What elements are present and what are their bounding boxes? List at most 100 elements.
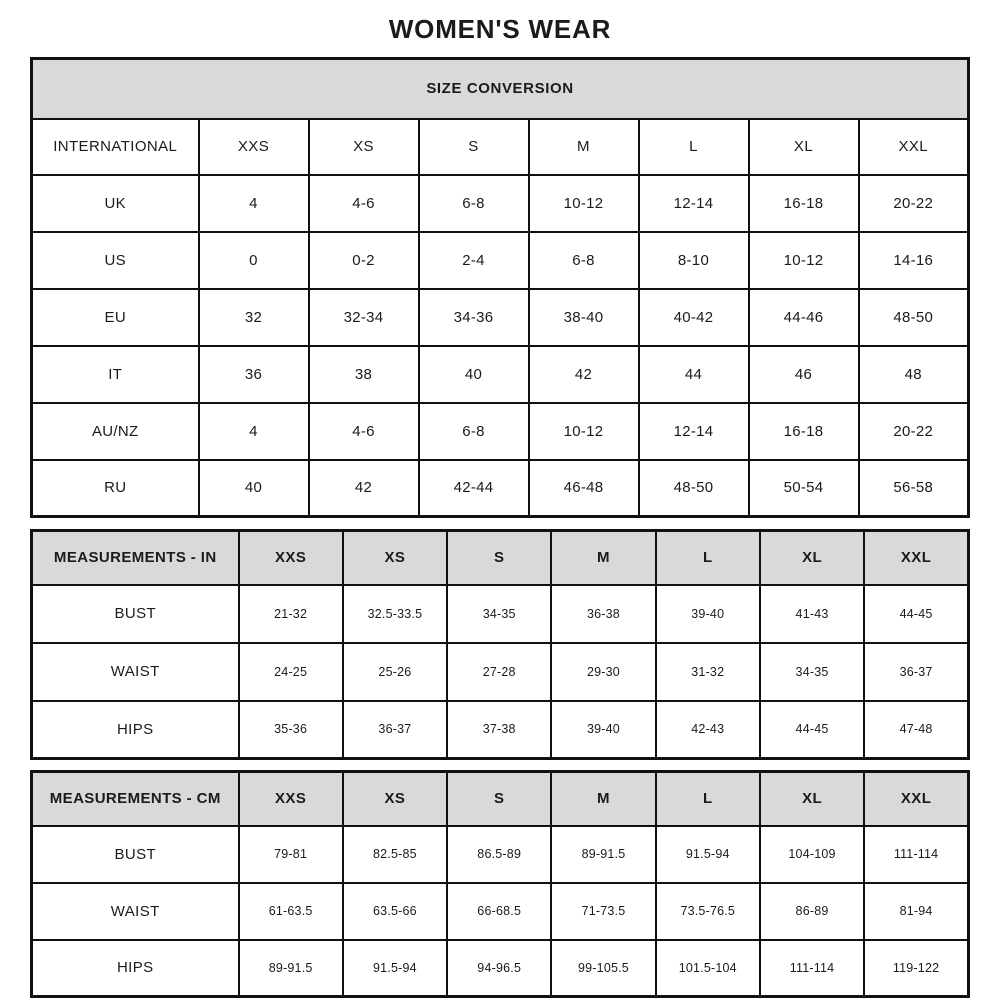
col-header-s: S: [417, 117, 530, 176]
table-row: UK 4 4-6 6-8 10-12 12-14 16-18 20-22: [30, 173, 970, 233]
col-header-xxl: XXL: [857, 117, 970, 176]
table-row: WAIST 61-63.5 63.5-66 66-68.5 71-73.5 73.5-76…: [30, 881, 970, 941]
measurements-cm-column-headers: MEASUREMENTS - CM XXS XS S M L XL XXL: [30, 770, 970, 827]
measurements-in-column-headers: MEASUREMENTS - IN XXS XS S M L XL XXL: [30, 529, 970, 586]
size-cell: 40: [417, 344, 530, 404]
size-cell: 39-40: [550, 699, 657, 760]
size-conversion-banner-row: SIZE CONVERSION: [30, 57, 970, 120]
size-cell: 44-45: [758, 699, 866, 760]
col-header-m: M: [550, 770, 657, 827]
size-cell: 21-32: [237, 583, 344, 644]
size-cell: 86.5-89: [446, 824, 553, 884]
col-header-xxl: XXL: [863, 770, 970, 827]
size-cell: 16-18: [747, 401, 860, 461]
size-cell: 44: [637, 344, 750, 404]
size-cell: 48-50: [637, 458, 750, 518]
size-cell: 104-109: [758, 824, 866, 884]
row-label-au-nz: AU/NZ: [30, 401, 200, 461]
measurements-in-table: MEASUREMENTS - IN XXS XS S M L XL XXL BUST 21-3…: [30, 529, 970, 760]
col-header-international: INTERNATIONAL: [30, 117, 200, 176]
size-cell: 42-44: [417, 458, 530, 518]
size-cell: 25-26: [341, 641, 449, 702]
col-header-s: S: [446, 529, 553, 586]
row-label-bust: BUST: [30, 824, 240, 884]
size-conversion-column-headers: INTERNATIONAL XXS XS S M L XL XXL: [30, 117, 970, 176]
size-cell: 6-8: [417, 401, 530, 461]
row-label-uk: UK: [30, 173, 200, 233]
measurements-cm-table: MEASUREMENTS - CM XXS XS S M L XL XXL BUST 79-8…: [30, 770, 970, 998]
size-cell: 73.5-76.5: [654, 881, 761, 941]
size-cell: 61-63.5: [237, 881, 344, 941]
size-chart-page: WOMEN'S WEAR SIZE CONVERSION INTERNATION…: [30, 0, 970, 998]
size-cell: 46: [747, 344, 860, 404]
col-header-xl: XL: [758, 770, 866, 827]
measurements-cm-header: MEASUREMENTS - CM: [30, 770, 240, 827]
size-cell: 36-37: [863, 641, 970, 702]
size-cell: 14-16: [857, 230, 970, 290]
col-header-xxs: XXS: [237, 529, 344, 586]
size-cell: 36: [197, 344, 310, 404]
row-label-hips: HIPS: [30, 938, 240, 998]
table-row: HIPS 35-36 36-37 37-38 39-40 42-43 44-45 47-48: [30, 699, 970, 760]
size-cell: 91.5-94: [654, 824, 761, 884]
table-row: AU/NZ 4 4-6 6-8 10-12 12-14 16-18 20-22: [30, 401, 970, 461]
size-conversion-table: SIZE CONVERSION INTERNATIONAL XXS XS S M L XL X…: [30, 57, 970, 518]
size-cell: 42-43: [654, 699, 761, 760]
col-header-xxl: XXL: [863, 529, 970, 586]
size-cell: 34-35: [758, 641, 866, 702]
size-cell: 10-12: [747, 230, 860, 290]
size-cell: 34-35: [446, 583, 553, 644]
size-cell: 42: [307, 458, 420, 518]
size-cell: 63.5-66: [341, 881, 449, 941]
row-label-us: US: [30, 230, 200, 290]
row-label-bust: BUST: [30, 583, 240, 644]
size-cell: 36-38: [550, 583, 657, 644]
size-cell: 79-81: [237, 824, 344, 884]
size-cell: 4-6: [307, 401, 420, 461]
table-row: US 0 0-2 2-4 6-8 8-10 10-12 14-16: [30, 230, 970, 290]
size-cell: 2-4: [417, 230, 530, 290]
size-cell: 40: [197, 458, 310, 518]
size-cell: 99-105.5: [550, 938, 657, 998]
size-cell: 20-22: [857, 173, 970, 233]
col-header-xs: XS: [307, 117, 420, 176]
size-cell: 86-89: [758, 881, 866, 941]
size-cell: 10-12: [527, 173, 640, 233]
row-label-eu: EU: [30, 287, 200, 347]
size-cell: 81-94: [863, 881, 970, 941]
size-cell: 50-54: [747, 458, 860, 518]
col-header-xl: XL: [758, 529, 866, 586]
size-cell: 41-43: [758, 583, 866, 644]
size-cell: 27-28: [446, 641, 553, 702]
table-row: BUST 79-81 82.5-85 86.5-89 89-91.5 91.5-94 104…: [30, 824, 970, 884]
row-label-waist: WAIST: [30, 641, 240, 702]
col-header-xs: XS: [341, 770, 449, 827]
row-label-hips: HIPS: [30, 699, 240, 760]
size-cell: 4-6: [307, 173, 420, 233]
size-cell: 6-8: [527, 230, 640, 290]
table-row: HIPS 89-91.5 91.5-94 94-96.5 99-105.5 101.5-1…: [30, 938, 970, 998]
row-label-ru: RU: [30, 458, 200, 518]
col-header-l: L: [637, 117, 750, 176]
table-row: WAIST 24-25 25-26 27-28 29-30 31-32 34-35 36-37: [30, 641, 970, 702]
size-cell: 4: [197, 173, 310, 233]
size-cell: 4: [197, 401, 310, 461]
size-cell: 71-73.5: [550, 881, 657, 941]
row-label-it: IT: [30, 344, 200, 404]
size-cell: 0: [197, 230, 310, 290]
size-cell: 111-114: [758, 938, 866, 998]
size-cell: 34-36: [417, 287, 530, 347]
size-cell: 32: [197, 287, 310, 347]
measurements-in-header: MEASUREMENTS - IN: [30, 529, 240, 586]
col-header-xs: XS: [341, 529, 449, 586]
size-cell: 39-40: [654, 583, 761, 644]
size-cell: 48-50: [857, 287, 970, 347]
size-cell: 31-32: [654, 641, 761, 702]
size-cell: 35-36: [237, 699, 344, 760]
size-cell: 0-2: [307, 230, 420, 290]
table-row: RU 40 42 42-44 46-48 48-50 50-54 56-58: [30, 458, 970, 518]
size-cell: 6-8: [417, 173, 530, 233]
size-cell: 111-114: [863, 824, 970, 884]
page-title: WOMEN'S WEAR: [388, 14, 612, 44]
col-header-l: L: [654, 529, 761, 586]
